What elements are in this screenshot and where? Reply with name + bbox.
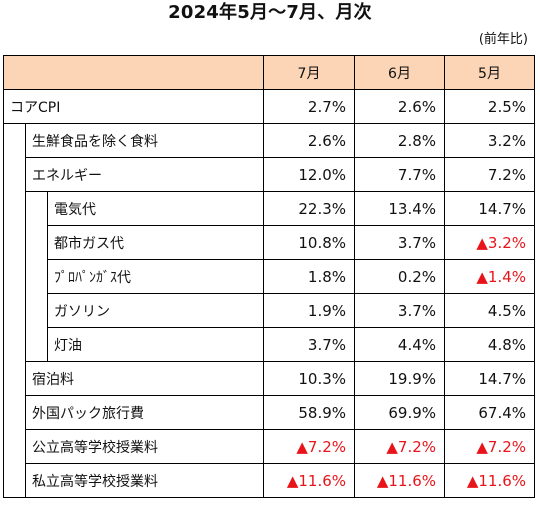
value-cell: 4.8% <box>444 327 536 362</box>
table-row: 生鮮食品を除く食料 2.6% 2.8% 3.2% <box>3 123 536 158</box>
row-label: 電気代 <box>46 191 265 226</box>
indent-cell <box>3 361 26 396</box>
table-row: 宿泊料 10.3% 19.9% 14.7% <box>3 361 536 396</box>
indent-cell <box>3 259 26 294</box>
value-cell: 2.5% <box>444 89 536 124</box>
column-header-jun: 6月 <box>354 55 446 90</box>
row-label: コアCPI <box>2 89 265 124</box>
value-cell: 3.7% <box>354 225 446 260</box>
indent-cell <box>3 123 26 158</box>
value-cell: 0.2% <box>354 259 446 294</box>
value-cell: 3.7% <box>354 293 446 328</box>
value-cell: 22.3% <box>263 191 356 226</box>
indent-cell <box>3 429 26 464</box>
indent-cell <box>25 327 48 362</box>
value-cell: 2.6% <box>354 89 446 124</box>
value-cell: 2.6% <box>263 123 356 158</box>
value-cell: 4.4% <box>354 327 446 362</box>
value-cell: 1.8% <box>263 259 356 294</box>
row-label: 外国パック旅行費 <box>24 395 265 430</box>
table-row: エネルギー 12.0% 7.7% 7.2% <box>3 157 536 192</box>
row-label: 灯油 <box>46 327 265 362</box>
row-label: 生鮮食品を除く食料 <box>24 123 265 158</box>
indent-cell <box>25 225 48 260</box>
indent-cell <box>3 191 26 226</box>
value-cell: 10.8% <box>263 225 356 260</box>
page-title: 2024年5月～7月、月次 <box>168 2 372 23</box>
column-header-jul: 7月 <box>263 55 356 90</box>
value-cell: 3.7% <box>263 327 356 362</box>
value-cell: 19.9% <box>354 361 446 396</box>
indent-cell <box>25 191 48 226</box>
table-row: 都市ガス代 10.8% 3.7% ▲3.2% <box>3 225 536 260</box>
indent-cell <box>3 225 26 260</box>
table-row: コアCPI 2.7% 2.6% 2.5% <box>2 89 536 124</box>
value-cell: 3.2% <box>444 123 536 158</box>
value-cell: 4.5% <box>444 293 536 328</box>
row-label: 都市ガス代 <box>46 225 265 260</box>
table-row: ガソリン 1.9% 3.7% 4.5% <box>3 293 536 328</box>
value-cell: ▲1.4% <box>444 259 536 294</box>
value-cell: ▲7.2% <box>354 429 446 464</box>
column-header-may: 5月 <box>444 55 536 90</box>
value-cell: ▲7.2% <box>444 429 536 464</box>
row-label: エネルギー <box>24 157 265 192</box>
table-row: 灯油 3.7% 4.4% 4.8% <box>3 327 536 362</box>
table-body: コアCPI 2.7% 2.6% 2.5% 生鮮食品を除く食料 2.6% 2.8% 3.2% エネ… <box>2 89 536 498</box>
value-cell: 69.9% <box>354 395 446 430</box>
table-row: 公立高等学校授業料 ▲7.2% ▲7.2% ▲7.2% <box>3 429 536 464</box>
indent-cell <box>3 293 26 328</box>
indent-cell <box>3 327 26 362</box>
table-row: 私立高等学校授業料 ▲11.6% ▲11.6% ▲11.6% <box>3 463 536 498</box>
value-cell: ▲11.6% <box>263 463 356 498</box>
value-cell: 7.7% <box>354 157 446 192</box>
value-cell: 2.8% <box>354 123 446 158</box>
value-cell: ▲11.6% <box>354 463 446 498</box>
header-label-cell <box>2 55 265 90</box>
value-cell: 13.4% <box>354 191 446 226</box>
value-cell: ▲7.2% <box>263 429 356 464</box>
table-row: 電気代 22.3% 13.4% 14.7% <box>3 191 536 226</box>
indent-cell <box>3 395 26 430</box>
value-cell: ▲3.2% <box>444 225 536 260</box>
indent-cell <box>3 463 26 498</box>
table-header-row: 7月 6月 5月 <box>2 55 536 90</box>
row-label: ﾌﾟﾛﾊﾟﾝｶﾞｽ代 <box>46 259 265 294</box>
row-label: 宿泊料 <box>24 361 265 396</box>
value-cell: 67.4% <box>444 395 536 430</box>
value-cell: 58.9% <box>263 395 356 430</box>
value-cell: ▲11.6% <box>444 463 536 498</box>
value-cell: 1.9% <box>263 293 356 328</box>
value-cell: 14.7% <box>444 361 536 396</box>
row-label: 私立高等学校授業料 <box>24 463 265 498</box>
row-label: ガソリン <box>46 293 265 328</box>
table-row: 外国パック旅行費 58.9% 69.9% 67.4% <box>3 395 536 430</box>
value-cell: 10.3% <box>263 361 356 396</box>
value-cell: 7.2% <box>444 157 536 192</box>
table-row: ﾌﾟﾛﾊﾟﾝｶﾞｽ代 1.8% 0.2% ▲1.4% <box>3 259 536 294</box>
row-label: 公立高等学校授業料 <box>24 429 265 464</box>
cpi-table: 7月 6月 5月 コアCPI 2.7% 2.6% 2.5% 生鮮食品を除く食料 2.6% 2… <box>2 55 536 498</box>
value-cell: 12.0% <box>263 157 356 192</box>
indent-cell <box>3 157 26 192</box>
indent-cell <box>25 259 48 294</box>
unit-note: (前年比) <box>478 32 528 47</box>
value-cell: 14.7% <box>444 191 536 226</box>
indent-cell <box>25 293 48 328</box>
value-cell: 2.7% <box>263 89 356 124</box>
